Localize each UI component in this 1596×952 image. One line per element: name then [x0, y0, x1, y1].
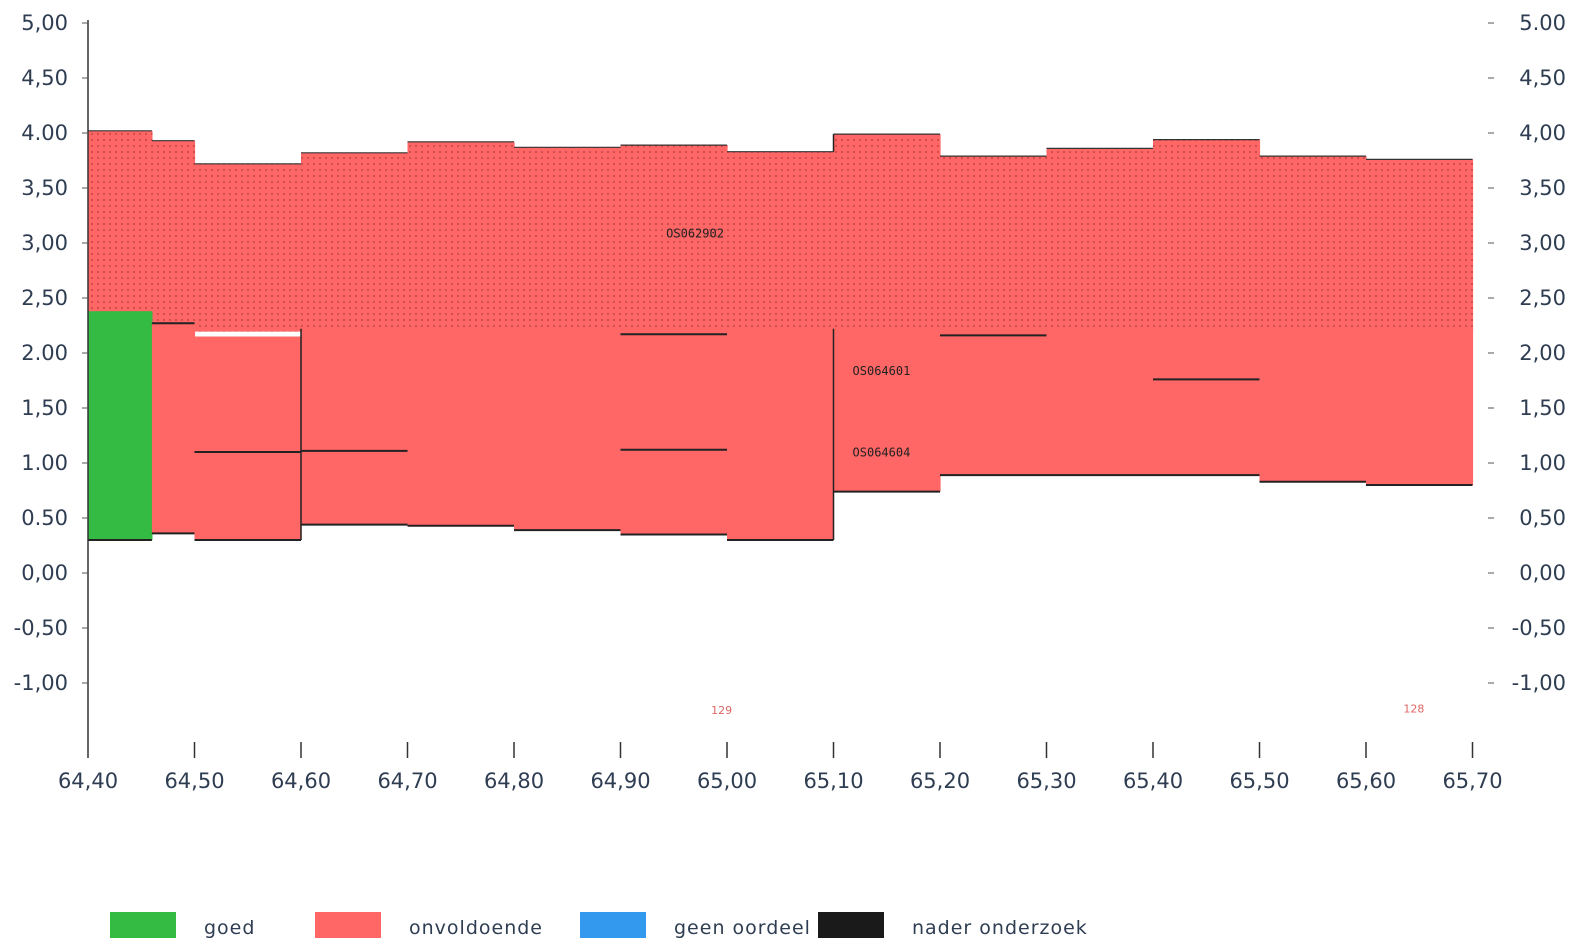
annotation-4: 128 — [1403, 703, 1424, 716]
boundary-lines — [151, 134, 1260, 540]
upper-segment-dots-10 — [1046, 148, 1154, 332]
y-tick-label-left-6: 2.00 — [21, 341, 68, 365]
y-tick-label-left-8: 1.00 — [21, 451, 68, 475]
lower-segment-2 — [194, 336, 302, 540]
x-tick-label-5: 64,90 — [590, 769, 650, 793]
lower-segment-11 — [1153, 328, 1261, 476]
y-tick-label-right-9: 0,50 — [1519, 506, 1566, 530]
y-tick-label-right-8: 1,00 — [1519, 451, 1566, 475]
y-tick-label-right-10: 0,00 — [1519, 561, 1566, 585]
upper-segment-dots-6 — [620, 145, 728, 332]
y-tick-label-right-4: 3,00 — [1519, 231, 1566, 255]
upper-segment-dots-11 — [1153, 139, 1261, 332]
x-tick-label-7: 65,10 — [803, 769, 863, 793]
annotation-1: OS064601 — [853, 364, 911, 378]
lower-segment-0 — [88, 311, 153, 540]
lower-segment-5 — [514, 328, 622, 531]
y-tick-label-left-1: 4,50 — [21, 66, 68, 90]
x-tick-label-0: 64,40 — [58, 769, 118, 793]
y-tick-label-right-5: 2,50 — [1519, 286, 1566, 310]
y-tick-label-right-0: 5.00 — [1519, 11, 1566, 35]
y-tick-label-right-6: 2,00 — [1519, 341, 1566, 365]
upper-segment-dots-4 — [407, 141, 515, 332]
y-tick-label-right-3: 3,50 — [1519, 176, 1566, 200]
y-tick-label-right-12: -1,00 — [1512, 671, 1566, 695]
upper-segment-dots-3 — [301, 152, 409, 332]
upper-segment-dots-9 — [940, 156, 1048, 332]
legend-label-1: onvoldoende — [409, 917, 543, 939]
x-tick-label-8: 65,20 — [910, 769, 970, 793]
legend: goed onvoldoende geen oordeel nader onderzo… — [110, 912, 1088, 939]
y-tick-label-right-2: 4,00 — [1519, 121, 1566, 145]
upper-segment-dots-7 — [727, 151, 835, 332]
upper-segment-dots-13 — [1366, 159, 1474, 332]
y-tick-label-right-11: -0,50 — [1512, 616, 1566, 640]
legend-swatch-2 — [580, 912, 646, 938]
legend-label-2: geen oordeel — [674, 917, 811, 939]
annotation-0: OS062902 — [666, 227, 724, 241]
upper-segment-dots-2 — [194, 163, 302, 332]
upper-segment-dots-5 — [514, 147, 622, 332]
upper-segment-dots-12 — [1259, 156, 1367, 332]
legend-label-0: goed — [204, 917, 255, 939]
legend-swatch-1 — [315, 912, 381, 938]
y-tick-label-left-7: 1,50 — [21, 396, 68, 420]
legend-swatch-3 — [818, 912, 884, 938]
axes: 5,00 5.00 4,50 4,50 4.00 4,00 3,50 3,50 3,00 3,00… — [14, 11, 1566, 793]
upper-segment-dots-0 — [88, 130, 153, 332]
lower-segment-1 — [151, 323, 196, 534]
upper-layer — [88, 130, 1474, 332]
lower-segment-12 — [1259, 328, 1367, 482]
annotations: OS062902 OS064601 OS064604 129 128 — [666, 227, 1424, 717]
legend-label-3: nader onderzoek — [912, 917, 1088, 939]
legend-swatch-0 — [110, 912, 176, 938]
y-tick-label-left-5: 2,50 — [21, 286, 68, 310]
lower-segment-7 — [727, 328, 835, 540]
y-tick-label-left-11: -0,50 — [14, 616, 68, 640]
y-tick-label-right-1: 4,50 — [1519, 66, 1566, 90]
x-tick-label-13: 65,70 — [1442, 769, 1502, 793]
y-tick-label-left-10: 0,00 — [21, 561, 68, 585]
lower-segment-9 — [940, 328, 1048, 476]
x-tick-label-2: 64,60 — [271, 769, 331, 793]
y-tick-label-left-12: -1,00 — [14, 671, 68, 695]
x-tick-label-1: 64,50 — [164, 769, 224, 793]
x-tick-label-4: 64,80 — [484, 769, 544, 793]
x-tick-label-3: 64,70 — [377, 769, 437, 793]
x-tick-label-11: 65,50 — [1229, 769, 1289, 793]
x-tick-label-9: 65,30 — [1016, 769, 1076, 793]
lower-segment-8 — [833, 328, 941, 492]
lower-segment-6 — [620, 328, 728, 535]
y-tick-label-left-9: 0.50 — [21, 506, 68, 530]
upper-segment-dots-8 — [833, 134, 941, 332]
annotation-3: 129 — [711, 704, 732, 717]
lower-segment-4 — [407, 328, 515, 526]
annotation-2: OS064604 — [853, 445, 911, 459]
lower-layer — [88, 311, 1474, 541]
y-tick-label-right-7: 1,50 — [1519, 396, 1566, 420]
x-tick-label-12: 65,60 — [1336, 769, 1396, 793]
x-tick-label-6: 65,00 — [697, 769, 757, 793]
y-tick-label-left-2: 4.00 — [21, 121, 68, 145]
lower-segment-3 — [301, 328, 409, 525]
y-tick-label-left-4: 3,00 — [21, 231, 68, 255]
upper-segment-dots-1 — [151, 140, 196, 332]
lower-segment-10 — [1046, 328, 1154, 476]
y-tick-label-left-3: 3,50 — [21, 176, 68, 200]
lower-segment-13 — [1366, 328, 1474, 485]
x-tick-label-10: 65,40 — [1123, 769, 1183, 793]
y-tick-label-left-0: 5,00 — [21, 11, 68, 35]
